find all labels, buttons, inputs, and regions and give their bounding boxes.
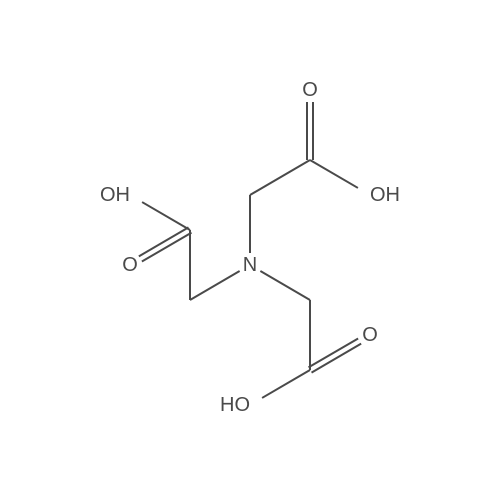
atom-label-n: N xyxy=(243,254,257,276)
bonds-layer xyxy=(139,102,361,398)
bond xyxy=(312,344,362,373)
bond xyxy=(190,271,240,300)
atom-label-o2a: O xyxy=(122,254,138,276)
atom-label-o1b: OH xyxy=(370,184,400,206)
molecule-diagram: NOOHOOHOHO xyxy=(0,0,500,500)
atom-label-o3a: O xyxy=(362,324,378,346)
bond xyxy=(142,202,190,230)
atom-label-o2b: OH xyxy=(100,184,130,206)
bond xyxy=(308,338,358,367)
bond xyxy=(250,160,310,195)
bond xyxy=(142,233,192,262)
bond xyxy=(310,160,358,188)
bond xyxy=(262,370,310,398)
atom-label-o3b: HO xyxy=(220,394,250,416)
bond xyxy=(139,227,189,256)
atom-label-o1a: O xyxy=(302,79,318,101)
bond xyxy=(260,271,310,300)
